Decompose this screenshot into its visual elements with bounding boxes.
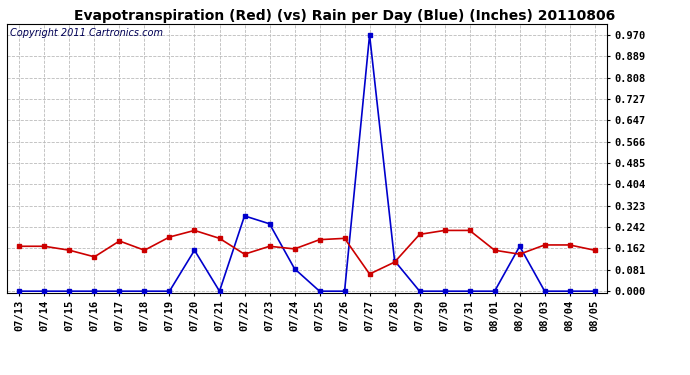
Text: Copyright 2011 Cartronics.com: Copyright 2011 Cartronics.com [10, 28, 163, 38]
Text: Evapotranspiration (Red) (vs) Rain per Day (Blue) (Inches) 20110806: Evapotranspiration (Red) (vs) Rain per D… [75, 9, 615, 23]
